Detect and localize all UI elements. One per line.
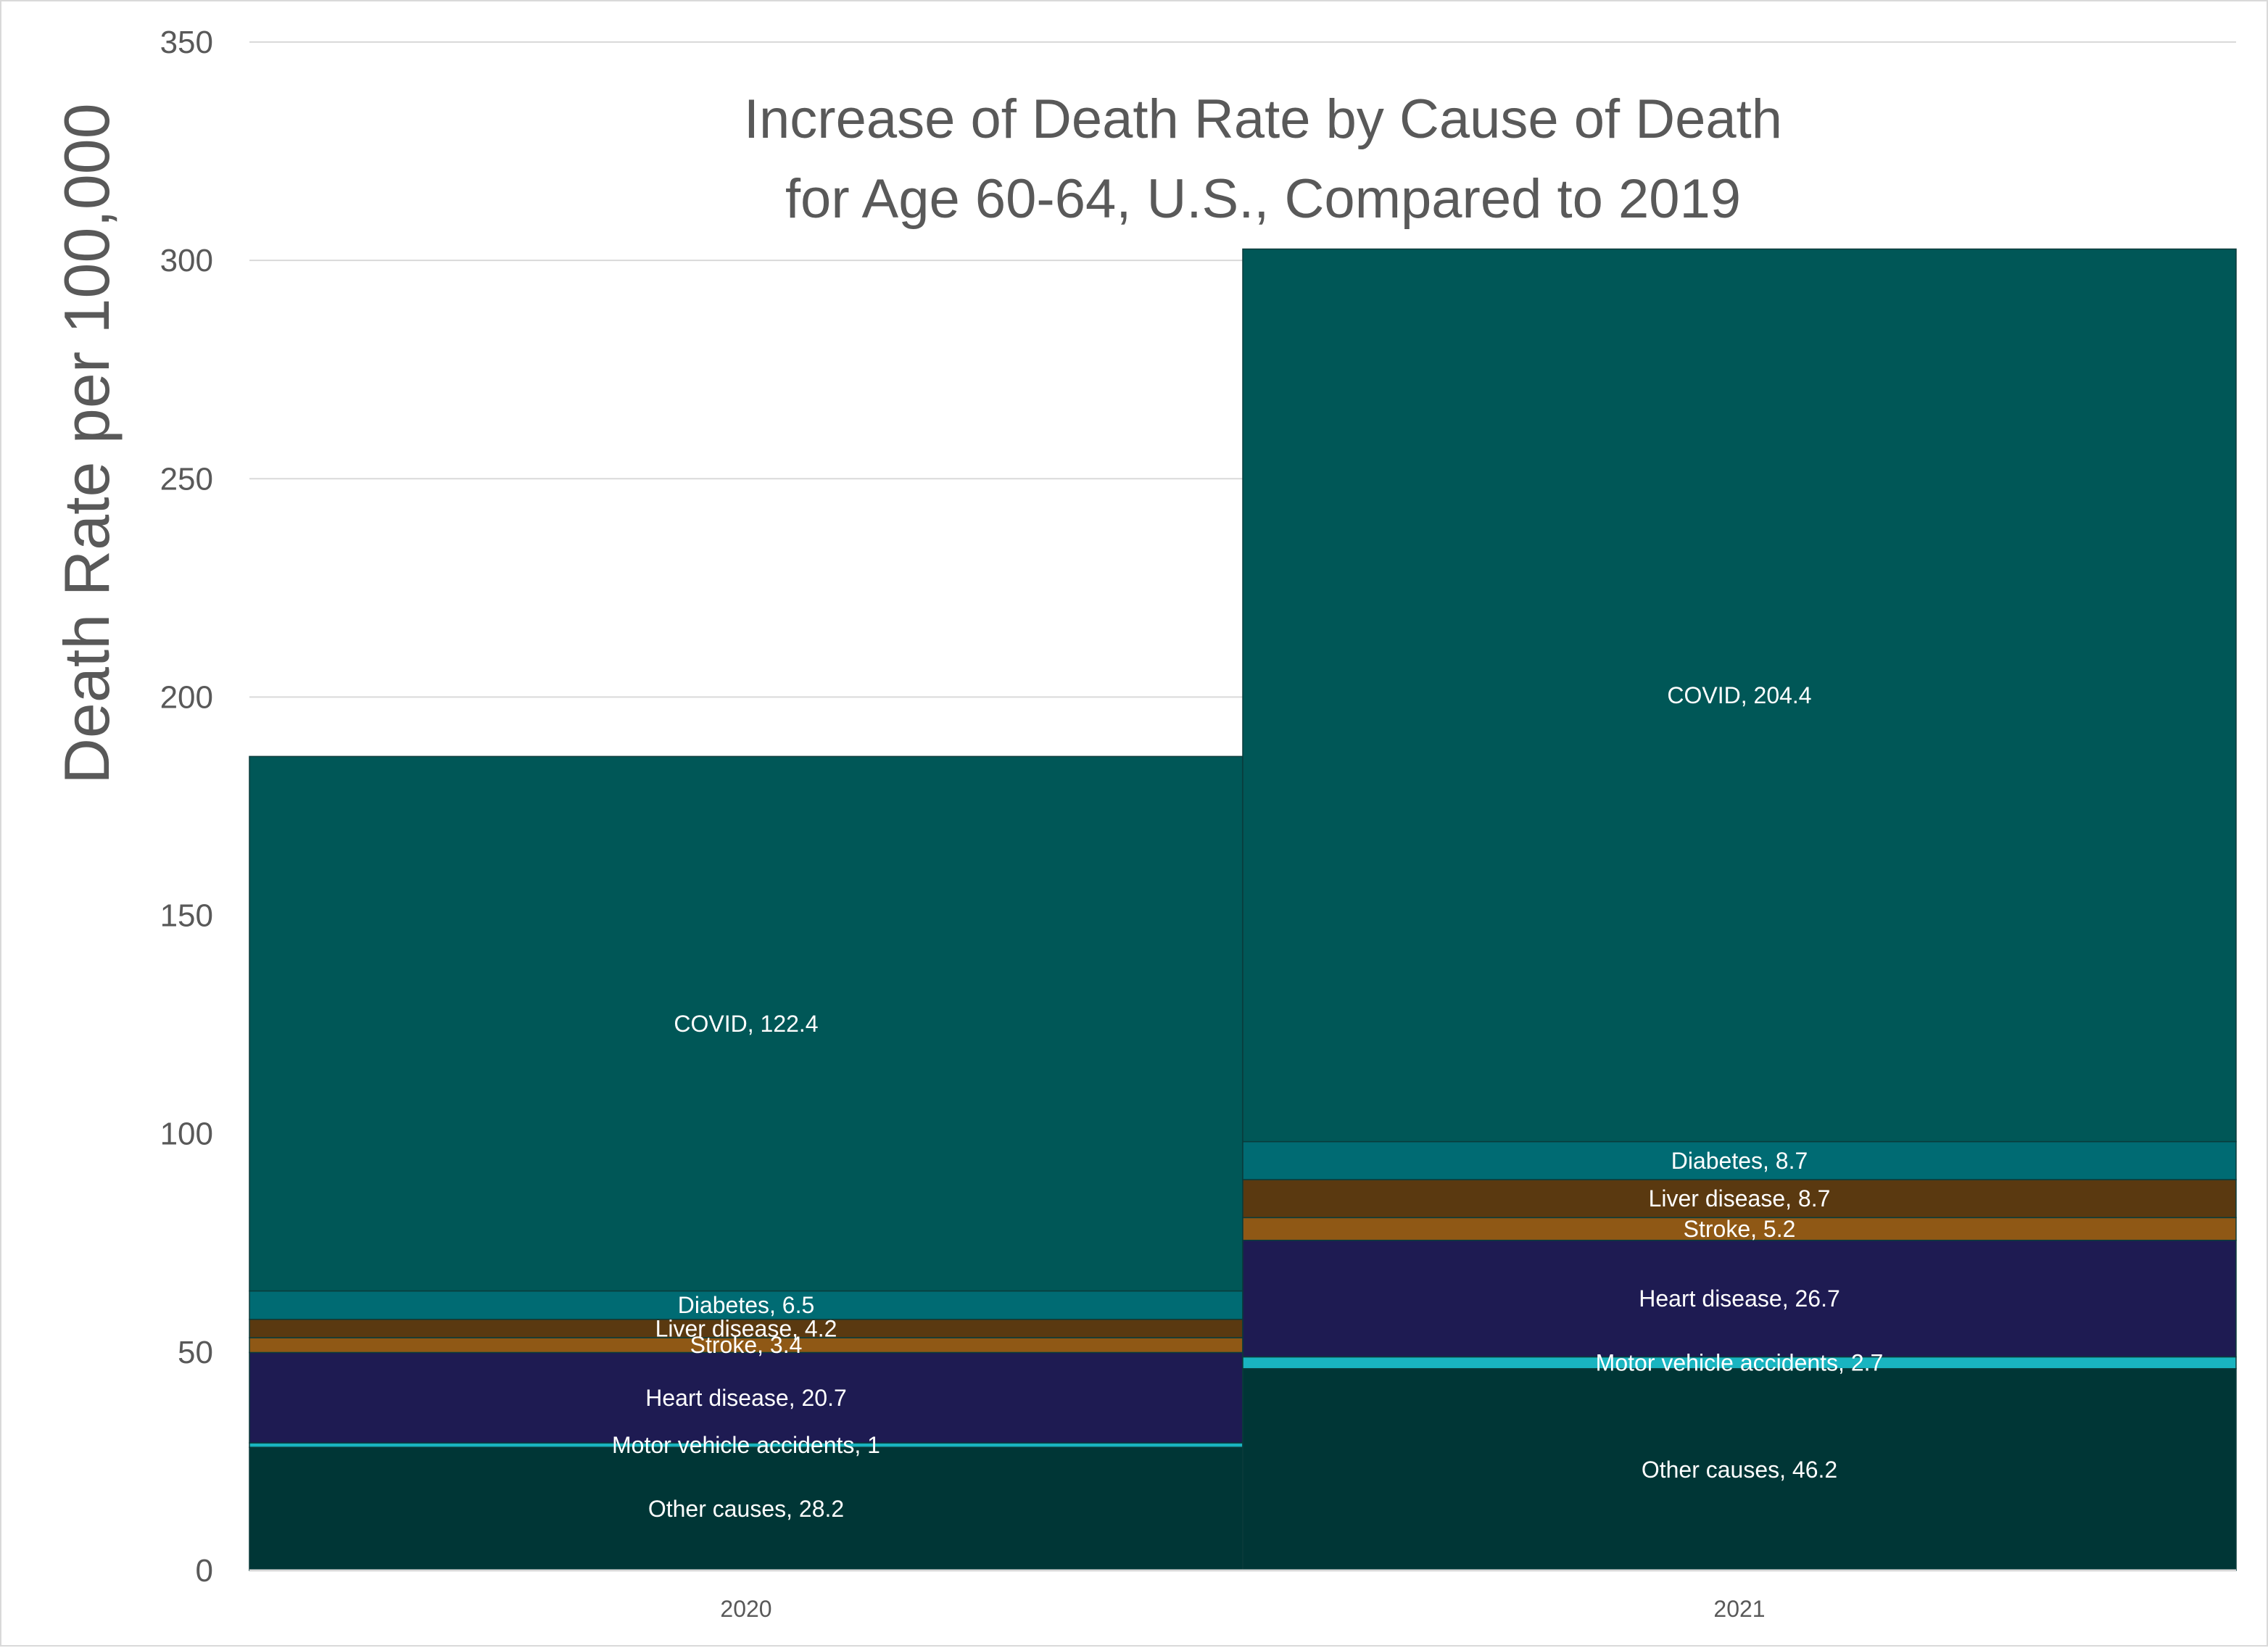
data-label-other-causes-2021: Other causes, 46.2 [1642, 1457, 1837, 1483]
bar-segment-covid-2020 [249, 755, 1243, 1292]
y-tick-label-100: 100 [160, 1117, 213, 1152]
y-tick-label-150: 150 [160, 898, 213, 934]
data-label-heart-disease-2020: Heart disease, 20.7 [645, 1385, 847, 1411]
data-label-other-causes-2020: Other causes, 28.2 [648, 1496, 844, 1522]
data-label-stroke-2020: Stroke, 3.4 [690, 1332, 803, 1358]
data-label-diabetes-2020: Diabetes, 6.5 [678, 1292, 815, 1318]
data-label-liver-disease-2020: Liver disease, 4.2 [655, 1315, 837, 1341]
y-axis-label: Death Rate per 100,000 [51, 103, 123, 784]
y-tick-label-200: 200 [160, 679, 213, 715]
bar-segment-heart-disease-2020 [249, 1351, 1243, 1444]
bar-segment-liver-disease-2021 [1242, 1179, 2237, 1219]
bar-segment-heart-disease-2021 [1242, 1239, 2237, 1358]
y-tick-label-350: 350 [160, 25, 213, 60]
y-tick-label-300: 300 [160, 243, 213, 278]
chart-title-line-1: Increase of Death Rate by Cause of Death [744, 88, 1782, 150]
bar-segment-covid-2021 [1242, 248, 2237, 1143]
data-label-stroke-2021: Stroke, 5.2 [1684, 1216, 1796, 1242]
data-labels: Other causes, 28.2 Motor vehicle accident… [612, 682, 1883, 1522]
bar-segment-diabetes-2021 [1242, 1140, 2237, 1180]
chart-title-line-2: for Age 60-64, U.S., Compared to 2019 [785, 168, 1741, 230]
y-tick-label-50: 50 [178, 1335, 213, 1370]
x-tick-label-2020: 2020 [720, 1596, 771, 1622]
data-label-diabetes-2021: Diabetes, 8.7 [1671, 1148, 1808, 1174]
data-label-covid-2020: COVID, 122.4 [674, 1011, 818, 1037]
y-tick-label-0: 0 [196, 1553, 213, 1589]
data-label-motor-vehicle-accidents-2021: Motor vehicle accidents, 2.7 [1596, 1350, 1884, 1376]
data-label-motor-vehicle-accidents-2020: Motor vehicle accidents, 1 [612, 1432, 880, 1458]
axes: 0 50 100 150 200 250 300 350 2020 2021 [160, 25, 2236, 1622]
bar-segment-diabetes-2020 [249, 1290, 1243, 1320]
bar-segment-stroke-2021 [1242, 1217, 2237, 1241]
x-tick-label-2021: 2021 [1713, 1596, 1765, 1622]
bar-segment-other-causes-2021 [1242, 1367, 2237, 1571]
data-label-heart-disease-2021: Heart disease, 26.7 [1639, 1285, 1840, 1312]
data-label-covid-2021: COVID, 204.4 [1667, 682, 1811, 708]
bars [249, 248, 2237, 1571]
y-tick-label-250: 250 [160, 461, 213, 497]
data-label-liver-disease-2021: Liver disease, 8.7 [1649, 1185, 1831, 1212]
